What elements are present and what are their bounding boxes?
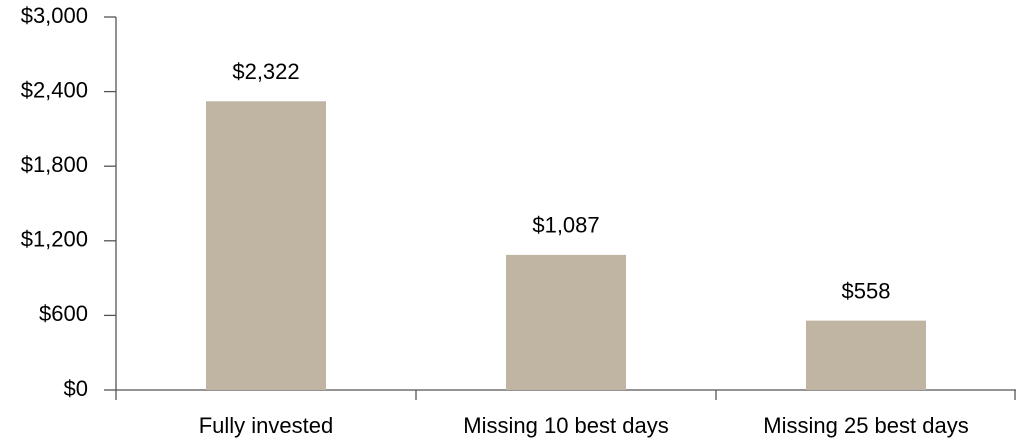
- y-tick-label: $1,800: [21, 152, 88, 177]
- bar: [206, 101, 326, 390]
- y-tick-label: $1,200: [21, 227, 88, 252]
- value-label: $2,322: [232, 59, 299, 84]
- y-tick-label: $3,000: [21, 3, 88, 28]
- x-tick-label: Missing 10 best days: [463, 413, 668, 438]
- y-tick-label: $2,400: [21, 77, 88, 102]
- value-label: $558: [842, 278, 891, 303]
- y-tick-label: $0: [64, 376, 88, 401]
- x-tick-label: Fully invested: [199, 413, 334, 438]
- bar: [806, 320, 926, 390]
- y-tick-label: $600: [39, 301, 88, 326]
- value-label: $1,087: [532, 213, 599, 238]
- x-tick-label: Missing 25 best days: [763, 413, 968, 438]
- bar: [506, 254, 626, 390]
